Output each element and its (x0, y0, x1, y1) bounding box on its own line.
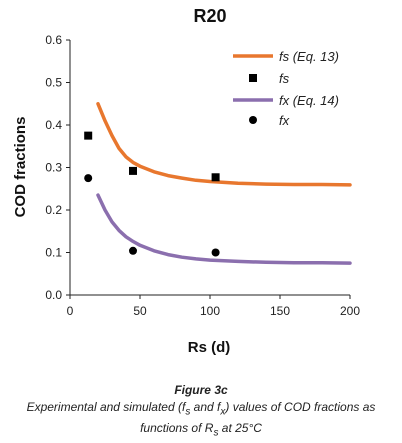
x-tick-label: 50 (133, 304, 147, 318)
y-tick-label: 0.2 (45, 203, 62, 217)
legend-label: fs (Eq. 13) (279, 49, 339, 64)
series-layer (84, 102, 352, 265)
y-tick-label: 0.4 (45, 118, 62, 132)
caption-line2-a: functions of R (140, 421, 214, 436)
data-point-circle (84, 174, 93, 183)
caption-line1-c: ) values of COD fractions as (225, 400, 376, 414)
y-axis-label: COD fractions (12, 117, 29, 218)
x-axis-label: Rs (d) (188, 339, 231, 356)
y-tick-label: 0.1 (45, 246, 62, 260)
caption-line1-a: Experimental and simulated (f (26, 400, 186, 414)
figure-caption-title: Figure 3c (174, 383, 228, 397)
legend-label: fx (279, 113, 290, 128)
legend-label: fx (Eq. 14) (279, 93, 339, 108)
data-point-square (84, 131, 93, 140)
legend-label: fs (279, 71, 290, 86)
caption-line1-b: and f (190, 400, 221, 414)
data-point-circle (129, 246, 137, 255)
series-line (96, 102, 352, 187)
y-tick-label: 0.6 (45, 33, 62, 47)
figure-caption-text: Experimental and simulated (fs and fx) v… (0, 399, 402, 442)
x-tick-label: 200 (340, 304, 360, 318)
legend: fs (Eq. 13) fs fx (Eq. 14) fx (233, 49, 339, 128)
data-point-square (211, 173, 220, 182)
data-point-circle (211, 248, 220, 257)
y-tick-label: 0.0 (45, 288, 62, 302)
caption-sub-x: x (220, 406, 226, 418)
chart: R20 0 50 100 150 200 0.0 0.1 0.2 0.3 0.4 0.5 0.6 fs… (12, 6, 360, 356)
data-point-square (129, 166, 137, 175)
axes: 0 50 100 150 200 0.0 0.1 0.2 0.3 0.4 0.5 0.6 (45, 33, 360, 318)
caption-line2-b: at 25°C (218, 421, 262, 436)
x-tick-label: 100 (200, 304, 220, 318)
legend-square-swatch (249, 74, 257, 82)
caption-sub-rs: s (213, 427, 219, 439)
y-tick-label: 0.5 (45, 76, 62, 90)
y-tick-label: 0.3 (45, 161, 62, 175)
legend-circle-swatch (249, 116, 257, 124)
chart-title: R20 (193, 6, 226, 26)
x-tick-label: 0 (67, 304, 74, 318)
x-tick-label: 150 (270, 304, 290, 318)
caption-sub-s: s (185, 406, 191, 418)
series-line (96, 193, 352, 265)
